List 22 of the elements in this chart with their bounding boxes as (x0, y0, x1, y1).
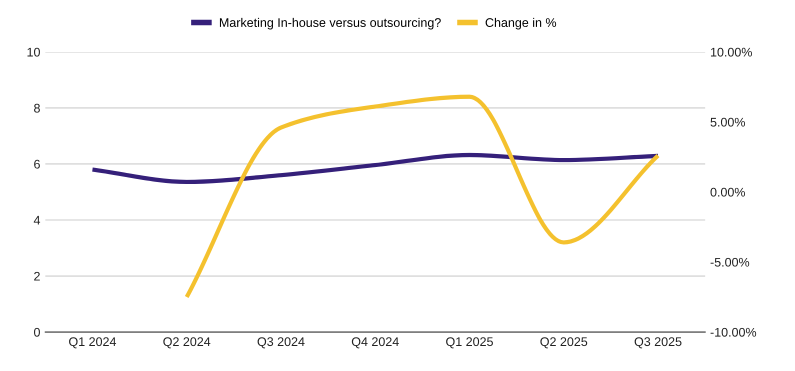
y-tick-label: 4 (34, 216, 40, 225)
y-tick-label: 0 (34, 328, 40, 337)
y-tick-label: 2 (34, 272, 40, 281)
y-tick-label: 6 (34, 160, 40, 169)
line-series (184, 94, 660, 300)
x-tick-label: Q4 2024 (352, 337, 399, 348)
x-tick-label: Q1 2024 (69, 337, 116, 348)
y-tick-label: 8 (34, 104, 40, 113)
y2-tick-label: 0.00% (710, 188, 746, 197)
y2-tick-label: -5.00% (710, 258, 750, 267)
y2-tick-label: 10.00% (710, 48, 752, 57)
y-tick-label: 10 (28, 48, 40, 57)
x-tick-label: Q3 2024 (258, 337, 305, 348)
x-tick-label: Q2 2025 (540, 337, 588, 348)
legend-label: Marketing In-house versus outsourcing? (220, 18, 441, 30)
x-tick-label: Q3 2025 (634, 337, 682, 348)
legend-label: Change in % (486, 18, 556, 30)
y2-tick-label: -10.00% (710, 328, 756, 337)
line-series (90, 152, 660, 184)
x-tick-label: Q1 2025 (446, 337, 493, 348)
y2-tick-label: 5.00% (710, 118, 746, 127)
x-tick-label: Q2 2024 (163, 337, 210, 348)
